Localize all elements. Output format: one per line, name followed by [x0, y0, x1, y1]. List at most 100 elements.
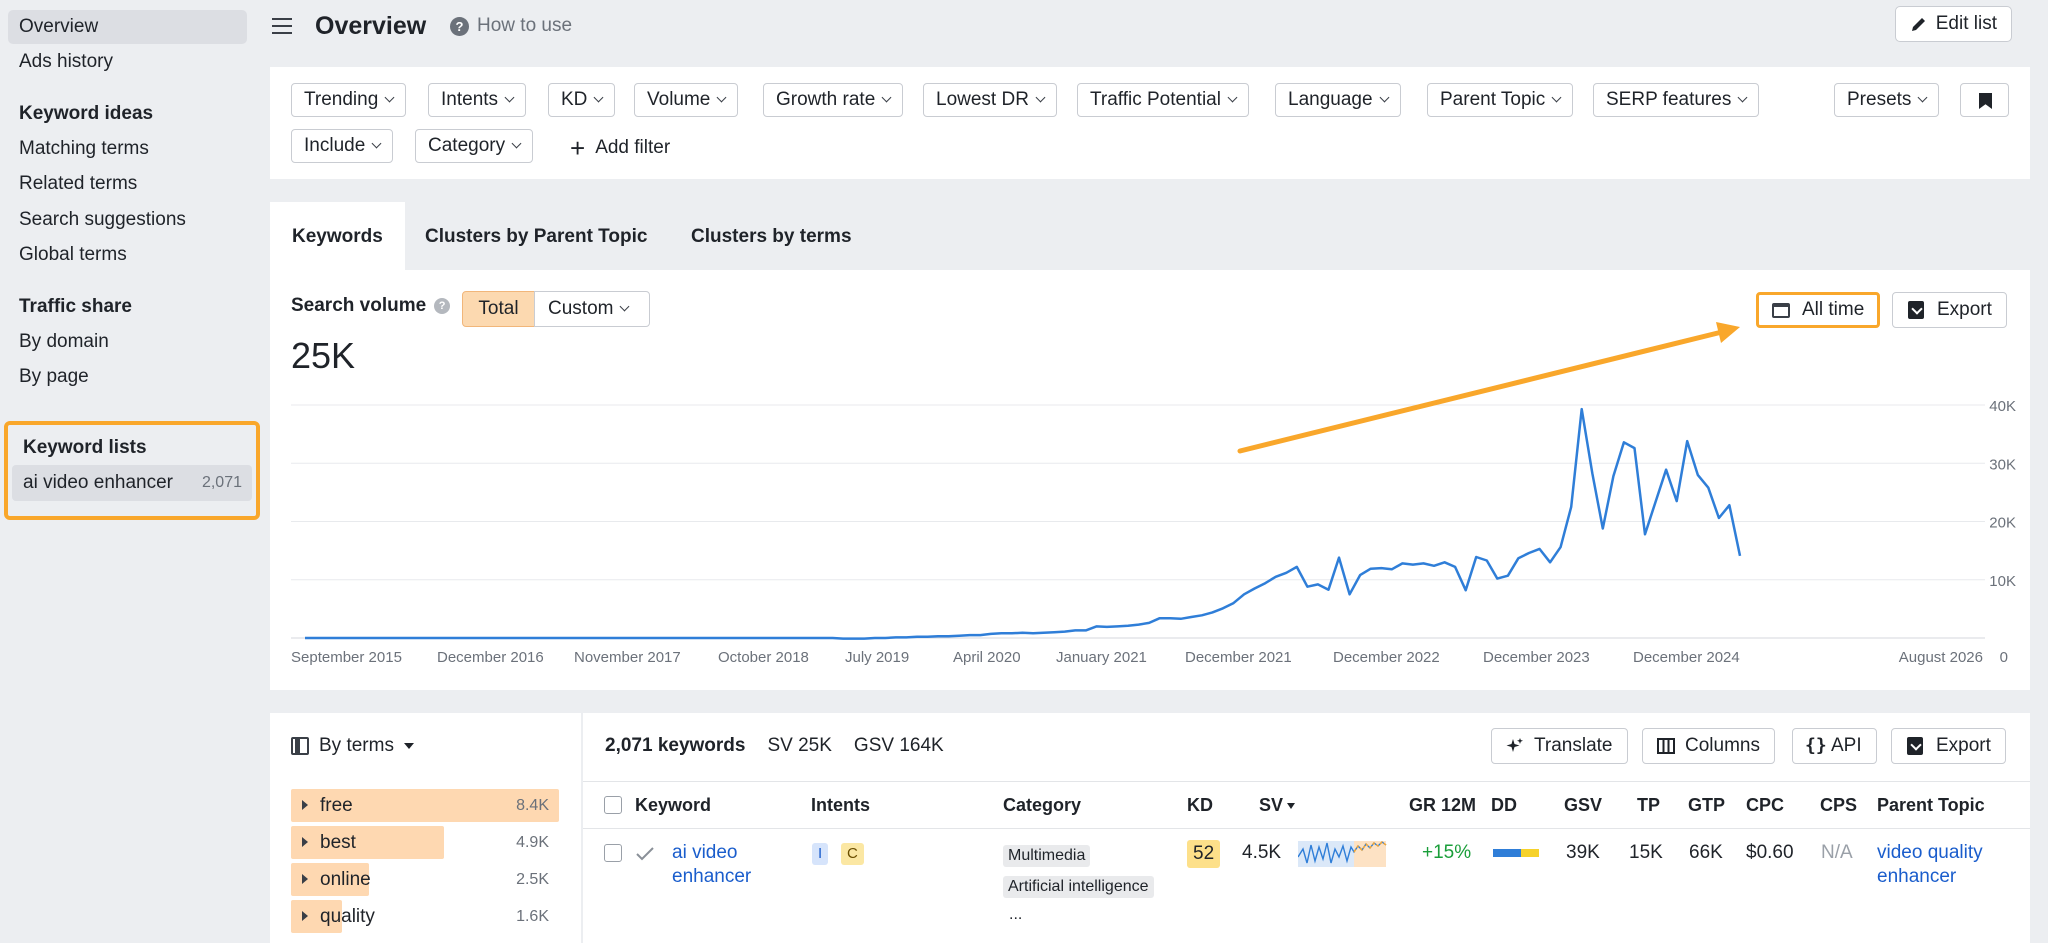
- filter-kd[interactable]: KD: [548, 83, 616, 117]
- column-header-gtp[interactable]: GTP: [1688, 795, 1726, 815]
- keyword-list-count: 2,071: [201, 474, 242, 491]
- parent-topic-link[interactable]: video quality enhancer: [1877, 842, 1983, 887]
- y-tick-label: 0: [2000, 649, 2008, 666]
- chevron-down-icon: [384, 92, 395, 103]
- filter-traffic-potential[interactable]: Traffic Potential: [1077, 83, 1249, 117]
- columns-button[interactable]: Columns: [1642, 728, 1775, 764]
- menu-icon[interactable]: [272, 18, 292, 36]
- x-tick-label: December 2023: [1483, 649, 1590, 666]
- sidebar-item-search-suggestions[interactable]: Search suggestions: [19, 209, 186, 230]
- edit-list-label: Edit list: [1935, 13, 1997, 34]
- x-tick-label: September 2015: [291, 649, 402, 666]
- chart-panel: Search volume ? Total Custom 25K All tim…: [270, 270, 2030, 690]
- presets-button[interactable]: Presets: [1834, 83, 1940, 117]
- term-row-free[interactable]: free 8.4K: [291, 789, 559, 822]
- filter-include[interactable]: Include: [291, 129, 394, 163]
- search-volume-label: Search volume ?: [291, 295, 451, 317]
- keywords-table-panel: 2,071 keywords SV 25K GSV 164K Translate…: [583, 713, 2030, 943]
- column-header-gr-12m[interactable]: GR 12M: [1409, 795, 1477, 815]
- x-tick-label: January 2021: [1056, 649, 1147, 666]
- column-header-cpc[interactable]: CPC: [1746, 795, 1785, 815]
- edit-list-button[interactable]: Edit list: [1894, 6, 2012, 42]
- y-tick-label: 40K: [1989, 398, 2016, 415]
- y-tick-label: 10K: [1989, 573, 2016, 590]
- all-time-label: All time: [1802, 299, 1865, 320]
- all-time-button[interactable]: All time: [1756, 292, 1880, 328]
- filters-panel: Trending Intents KD Volume Growth rate L…: [270, 67, 2030, 179]
- term-row-best[interactable]: best 4.9K: [291, 826, 559, 859]
- divider: [583, 781, 2030, 782]
- total-toggle[interactable]: Total: [462, 291, 535, 327]
- filter-language[interactable]: Language: [1275, 83, 1401, 117]
- column-header-category[interactable]: Category: [1003, 795, 1082, 815]
- api-button[interactable]: {} API: [1792, 728, 1877, 764]
- filter-lowest-dr[interactable]: Lowest DR: [923, 83, 1057, 117]
- column-header-intents[interactable]: Intents: [811, 795, 871, 815]
- expand-icon[interactable]: [302, 911, 308, 921]
- sidebar-item-global-terms[interactable]: Global terms: [19, 244, 127, 265]
- expand-icon[interactable]: [302, 837, 308, 847]
- sidebar-item-ads-history[interactable]: Ads history: [19, 51, 113, 72]
- term-count: 1.6K: [516, 908, 549, 925]
- keyword-lists-highlight: Keyword lists ai video enhancer 2,071: [4, 421, 260, 520]
- annotation-arrow: [1237, 322, 1740, 454]
- row-checkbox[interactable]: [604, 844, 622, 862]
- sidebar-item-by-page[interactable]: By page: [19, 366, 89, 387]
- chart-grid: [291, 404, 1985, 639]
- cps-value: N/A: [1821, 842, 1853, 863]
- calendar-icon: [1772, 303, 1790, 318]
- sidebar-item-overview[interactable]: Overview: [8, 10, 247, 44]
- sidebar-item-by-domain[interactable]: By domain: [19, 331, 109, 352]
- filter-serp-features[interactable]: SERP features: [1593, 83, 1760, 117]
- column-header-dd[interactable]: DD: [1491, 795, 1517, 815]
- translate-button[interactable]: Translate: [1491, 728, 1628, 764]
- more-categories[interactable]: ...: [1009, 906, 1023, 923]
- column-header-parent-topic[interactable]: Parent Topic: [1877, 795, 1985, 815]
- sidebar-item-related-terms[interactable]: Related terms: [19, 173, 138, 194]
- column-header-cps[interactable]: CPS: [1820, 795, 1858, 815]
- x-tick-label: December 2016: [437, 649, 544, 666]
- tab-clusters-by-parent-topic[interactable]: Clusters by Parent Topic: [425, 226, 648, 247]
- search-volume-chart: 0 10K 20K 30K 40K September 2015 December 201…: [291, 322, 2016, 666]
- column-header-kd[interactable]: KD: [1187, 795, 1213, 815]
- column-header-sv[interactable]: SV: [1259, 793, 1296, 817]
- filter-volume[interactable]: Volume: [634, 83, 739, 117]
- filter-category[interactable]: Category: [415, 129, 534, 163]
- select-all-checkbox[interactable]: [604, 796, 622, 814]
- column-header-keyword[interactable]: Keyword: [635, 795, 712, 815]
- chevron-down-icon: [1917, 92, 1928, 103]
- term-label: best: [320, 832, 356, 853]
- term-count: 4.9K: [516, 834, 549, 851]
- tp-value: 15K: [1629, 842, 1663, 863]
- keyword-list-name: ai video enhancer: [23, 472, 173, 493]
- sidebar-item-matching-terms[interactable]: Matching terms: [19, 138, 149, 159]
- help-icon: ?: [434, 298, 451, 314]
- chevron-down-icon: [1035, 92, 1046, 103]
- tab-clusters-by-terms[interactable]: Clusters by terms: [691, 226, 852, 247]
- expand-icon[interactable]: [302, 874, 308, 884]
- column-header-tp[interactable]: TP: [1637, 795, 1661, 815]
- filter-growth-rate[interactable]: Growth rate: [763, 83, 904, 117]
- export-chart-button[interactable]: Export: [1892, 292, 2007, 328]
- chevron-down-icon: [511, 138, 522, 149]
- custom-dropdown[interactable]: Custom: [534, 291, 650, 327]
- add-filter-button[interactable]: + Add filter: [570, 131, 670, 165]
- by-terms-dropdown[interactable]: By terms: [291, 735, 414, 757]
- chevron-down-icon: [1737, 92, 1748, 103]
- export-table-button[interactable]: Export: [1891, 728, 2006, 764]
- x-tick-label: April 2020: [953, 649, 1021, 666]
- intent-badge-informational: I: [812, 843, 829, 865]
- term-label: quality: [320, 906, 375, 927]
- bookmark-button[interactable]: [1960, 83, 2009, 117]
- term-row-online[interactable]: online 2.5K: [291, 863, 559, 896]
- term-row-quality[interactable]: quality 1.6K: [291, 900, 559, 933]
- filter-parent-topic[interactable]: Parent Topic: [1427, 83, 1574, 117]
- keyword-link[interactable]: ai video enhancer: [672, 842, 752, 887]
- tab-keywords[interactable]: Keywords: [270, 202, 405, 272]
- filter-intents[interactable]: Intents: [428, 83, 527, 117]
- sidebar-item-keyword-list[interactable]: ai video enhancer 2,071: [12, 465, 252, 501]
- filter-trending[interactable]: Trending: [291, 83, 407, 117]
- expand-icon[interactable]: [302, 800, 308, 810]
- how-to-use-link[interactable]: ? How to use: [450, 15, 572, 37]
- column-header-gsv[interactable]: GSV: [1564, 795, 1603, 815]
